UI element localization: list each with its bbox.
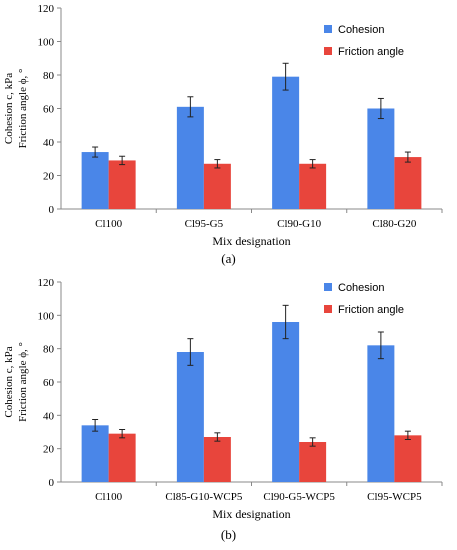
y-tick-label: 60 [43,377,55,389]
bar-cohesion [272,322,300,482]
legend-swatch-friction-angle [324,47,332,55]
y-tick-label: 40 [43,137,55,149]
y-tick-label: 120 [38,3,55,15]
legend-label: Friction angle [338,304,404,316]
bar-friction-angle [108,433,136,482]
bar-friction-angle [203,163,231,209]
bar-friction-angle [299,163,327,209]
y-tick-label: 120 [38,277,55,289]
x-tick-label: Cl100 [95,491,122,503]
bar-friction-angle [394,435,422,482]
x-tick-label: Cl90-G5-WCP5 [263,491,335,503]
y-axis-label: Cohesion c, kPa [3,346,15,417]
y-axis-label: Friction angle ϕ, ° [17,69,29,149]
bar-cohesion [176,352,204,482]
legend-swatch-cohesion [324,283,332,291]
x-axis-label: Mix designation [212,234,290,248]
bar-cohesion [367,345,395,482]
legend-label: Friction angle [338,46,404,58]
y-tick-label: 100 [38,37,55,49]
y-tick-label: 40 [43,410,55,422]
bar-friction-angle [394,157,422,209]
y-tick-label: 80 [43,344,55,356]
bar-friction-angle [108,160,136,209]
x-tick-label: Cl90-G10 [277,218,322,230]
y-tick-label: 100 [38,310,55,322]
bar-friction-angle [203,437,231,482]
x-tick-label: Cl85-G10-WCP5 [165,491,243,503]
bar-friction-angle [299,442,327,482]
chart-panel-a: 0 20 40 60 80 100 120 Cl100 Cl95-G5 Cl90-G10 Cl80-… [0,0,457,272]
bar-cohesion [272,76,300,209]
bar-cohesion [81,425,109,482]
y-tick-label: 20 [43,171,55,183]
y-axis-label: Friction angle ϕ, ° [17,342,29,422]
y-tick-label: 80 [43,70,55,82]
x-tick-label: Cl95-G5 [185,218,224,230]
panel-label-a: (a) [221,251,236,266]
panel-label-b: (b) [220,527,237,542]
bar-chart-b: 0 20 40 60 80 100 120 Cl100 Cl85-G10-WCP5 Cl90-G5… [3,277,443,521]
x-tick-label: Cl100 [95,218,122,230]
bar-cohesion [176,106,204,209]
bar-cohesion [81,152,109,209]
legend-label: Cohesion [338,282,384,294]
x-tick-label: Cl80-G20 [372,218,417,230]
legend-swatch-cohesion [324,25,332,33]
y-tick-label: 0 [49,204,55,216]
y-tick-label: 60 [43,104,55,116]
chart-panel-b: 0 20 40 60 80 100 120 Cl100 Cl85-G10-WCP5 Cl90-G5… [0,274,457,550]
legend-swatch-friction-angle [324,305,332,313]
x-tick-label: Cl95-WCP5 [367,491,422,503]
legend-label: Cohesion [338,24,384,36]
y-axis-label: Cohesion c, kPa [3,73,15,144]
bar-chart-a: 0 20 40 60 80 100 120 Cl100 Cl95-G5 Cl90-G10 Cl80-… [3,3,443,248]
y-tick-label: 20 [43,444,55,456]
x-axis-label: Mix designation [212,507,290,521]
y-tick-label: 0 [49,477,55,489]
bar-cohesion [367,108,395,209]
